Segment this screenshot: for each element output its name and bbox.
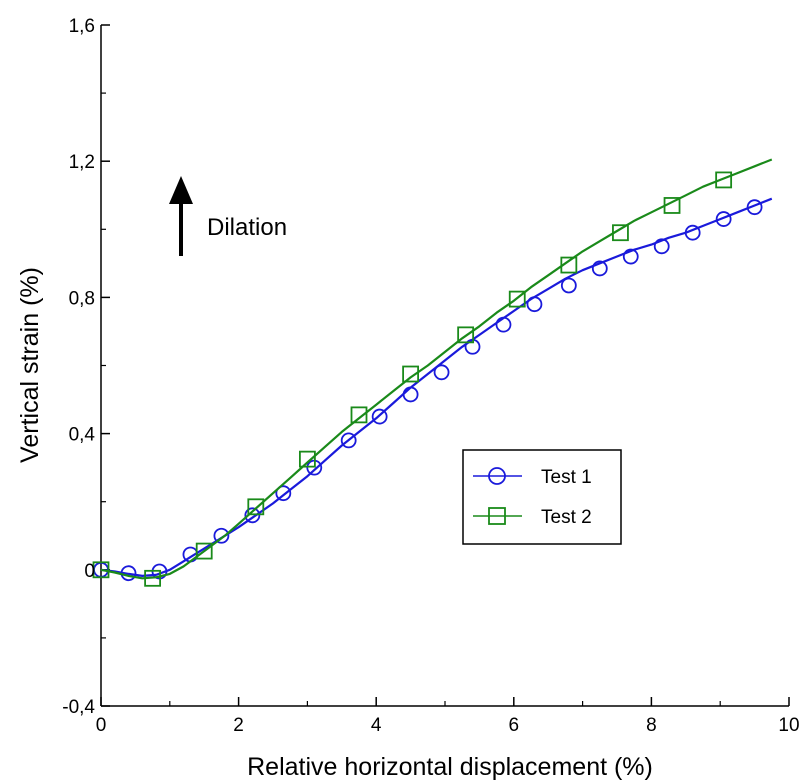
x-axis-label: Relative horizontal displacement (%) [247,753,653,781]
data-point-test-2 [612,224,629,242]
data-point-test-2 [508,290,526,308]
data-point-test-1 [715,211,732,227]
y-tick-label: 1,6 [69,16,95,37]
data-point-test-2 [560,256,578,274]
data-point-test-1 [275,485,292,502]
dilation-label: Dilation [207,214,287,241]
y-tick-label: 1,2 [69,152,95,173]
data-point-test-1 [340,432,357,449]
y-axis-label: Vertical strain (%) [16,267,44,463]
x-tick-label: 2 [233,715,244,736]
x-tick-label: 10 [778,715,799,736]
legend-label-test-1: Test 1 [541,467,592,488]
data-point-test-1 [213,527,230,544]
x-tick-label: 6 [509,715,520,736]
y-tick-label: 0 [84,561,95,582]
data-point-test-2 [92,561,110,579]
data-point-test-2 [195,542,213,560]
data-point-test-1 [371,408,388,425]
data-point-test-2 [402,365,420,383]
y-tick-label: 0,8 [69,288,95,309]
dilation-arrow-head [169,176,193,204]
axes [100,24,790,707]
y-tick-label: -0,4 [62,697,95,718]
data-point-test-1 [495,316,512,333]
x-tick-label: 8 [646,715,657,736]
plot-area [92,158,773,587]
data-point-test-1 [560,277,577,294]
data-point-test-2 [457,326,475,344]
data-point-test-1 [653,238,670,255]
data-point-test-1 [591,260,608,277]
data-point-test-2 [298,450,316,468]
data-point-test-2 [715,171,733,189]
data-point-test-1 [622,248,639,265]
dilation-annotation: Dilation [169,176,287,256]
data-point-test-2 [247,498,265,516]
data-point-test-1 [526,296,543,313]
data-point-test-1 [402,386,419,403]
legend-marker-test-2 [488,507,506,525]
legend-box [462,449,622,545]
data-point-test-2 [663,197,681,214]
data-point-test-1 [684,224,701,241]
data-point-test-1 [746,199,763,216]
x-tick-label: 4 [371,715,382,736]
series-line-test-2 [100,158,773,580]
series-line-test-1 [100,197,773,578]
data-point-test-1 [433,364,450,381]
data-point-test-2 [144,569,162,587]
x-tick-labels: 0 2 4 6 8 10 [96,715,800,736]
x-tick-label: 0 [96,715,107,736]
data-point-test-2 [350,406,368,424]
legend-marker-test-1 [488,467,506,485]
legend: Test 1 Test 2 [462,449,622,545]
legend-label-test-2: Test 2 [541,507,592,528]
y-tick-label: 0,4 [69,425,96,446]
y-tick-labels: -0,4 0 0,4 0,8 1,2 1,6 [62,16,95,718]
data-point-test-1 [244,507,261,524]
